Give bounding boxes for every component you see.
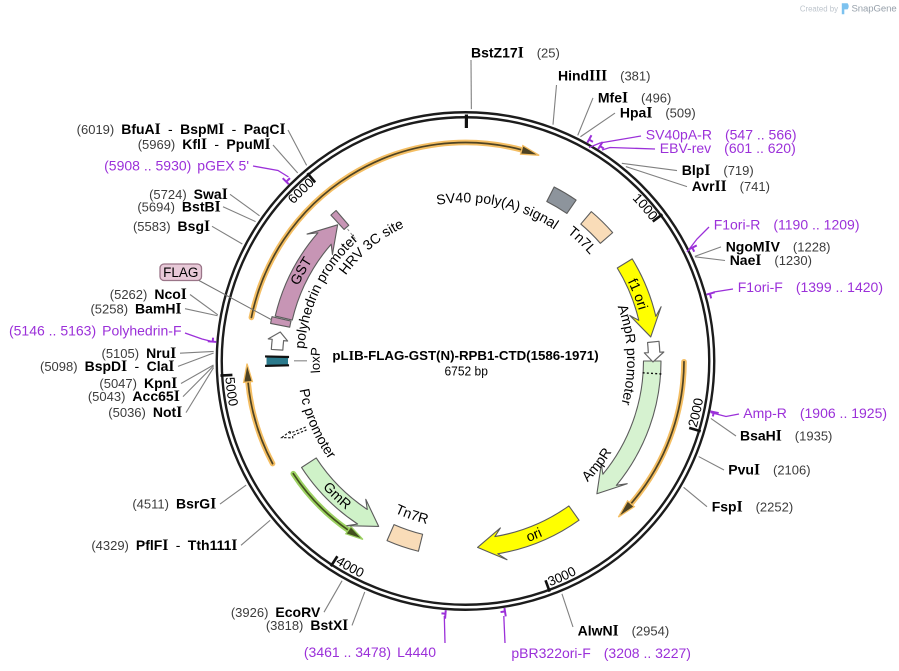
svg-text:Created by: Created by	[800, 5, 838, 14]
svg-text:(6019)BfuAI - BspMI - PaqCI: (6019) BfuAI - BspMI - PaqCI	[77, 121, 286, 138]
svg-text:(4511)BsrGI: (4511) BsrGI	[132, 496, 216, 513]
svg-text:BsaHI(1935): BsaHI (1935)	[740, 428, 832, 445]
svg-text:BstZ17I(25): BstZ17I (25)	[471, 44, 560, 61]
svg-text:ori: ori	[524, 524, 544, 544]
svg-text:(3461 .. 3478)L4440: (3461 .. 3478) L4440	[304, 644, 436, 660]
svg-text:(5908 .. 5930)pGEX 5': (5908 .. 5930) pGEX 5'	[104, 158, 249, 174]
svg-text:SnapGene: SnapGene	[852, 4, 897, 15]
svg-text:(5105)NruI: (5105) NruI	[101, 345, 176, 362]
svg-text:pLIB-FLAG-GST(N)-RPB1-CTD(1586: pLIB-FLAG-GST(N)-RPB1-CTD(1586-1971)	[332, 348, 598, 364]
svg-text:(5036)NotI: (5036) NotI	[108, 404, 182, 421]
svg-text:NgoMIV(1228): NgoMIV (1228)	[726, 239, 831, 256]
svg-text:(3926)EcoRV: (3926) EcoRV	[231, 604, 321, 620]
svg-text:(3818)BstXI: (3818) BstXI	[266, 617, 348, 634]
svg-text:BlpI(719): BlpI (719)	[682, 162, 754, 179]
svg-text:(5724)SwaI: (5724) SwaI	[149, 186, 228, 203]
svg-text:(5258)BamHI: (5258) BamHI	[90, 300, 181, 317]
svg-text:NaeI(1230): NaeI (1230)	[730, 252, 812, 269]
svg-text:(5262)NcoI: (5262) NcoI	[110, 286, 187, 303]
svg-text:AlwNI(2954): AlwNI (2954)	[578, 622, 670, 639]
svg-text:FLAG: FLAG	[163, 265, 198, 280]
svg-text:F1ori-R(1190 .. 1209): F1ori-R (1190 .. 1209)	[714, 217, 860, 233]
svg-text:(5583)BsgI: (5583) BsgI	[133, 218, 210, 235]
svg-text:2000: 2000	[685, 397, 706, 429]
svg-text:Amp-R(1906 .. 1925): Amp-R (1906 .. 1925)	[743, 405, 887, 421]
svg-text:HindIII(381): HindIII (381)	[558, 68, 650, 85]
svg-text:FspI(2252): FspI (2252)	[712, 498, 793, 515]
svg-text:(5146 .. 5163)Polyhedrin-F: (5146 .. 5163) Polyhedrin-F	[9, 323, 182, 339]
svg-text:EBV-rev(601 .. 620): EBV-rev (601 .. 620)	[660, 140, 796, 156]
svg-text:(5043)Acc65I: (5043) Acc65I	[88, 388, 180, 405]
svg-text:MfeI(496): MfeI (496)	[598, 90, 671, 107]
svg-text:AvrII(741): AvrII (741)	[692, 178, 770, 195]
svg-text:loxP: loxP	[308, 347, 324, 374]
svg-text:5000: 5000	[222, 376, 241, 407]
svg-text:(5969)KflI - PpuMI: (5969) KflI - PpuMI	[138, 136, 271, 153]
svg-text:6752 bp: 6752 bp	[445, 365, 488, 379]
svg-text:(5047)KpnI: (5047) KpnI	[99, 375, 177, 392]
svg-text:F1ori-F(1399 .. 1420): F1ori-F (1399 .. 1420)	[738, 279, 883, 295]
svg-text:(4329)PflFI - Tth111I: (4329) PflFI - Tth111I	[91, 537, 237, 554]
svg-text:PvuI(2106): PvuI (2106)	[728, 462, 810, 479]
svg-text:HpaI(509): HpaI (509)	[620, 105, 696, 122]
svg-text:(5098)BspDI - ClaI: (5098) BspDI - ClaI	[40, 358, 174, 375]
svg-text:(5694)BstBI: (5694) BstBI	[137, 198, 220, 215]
